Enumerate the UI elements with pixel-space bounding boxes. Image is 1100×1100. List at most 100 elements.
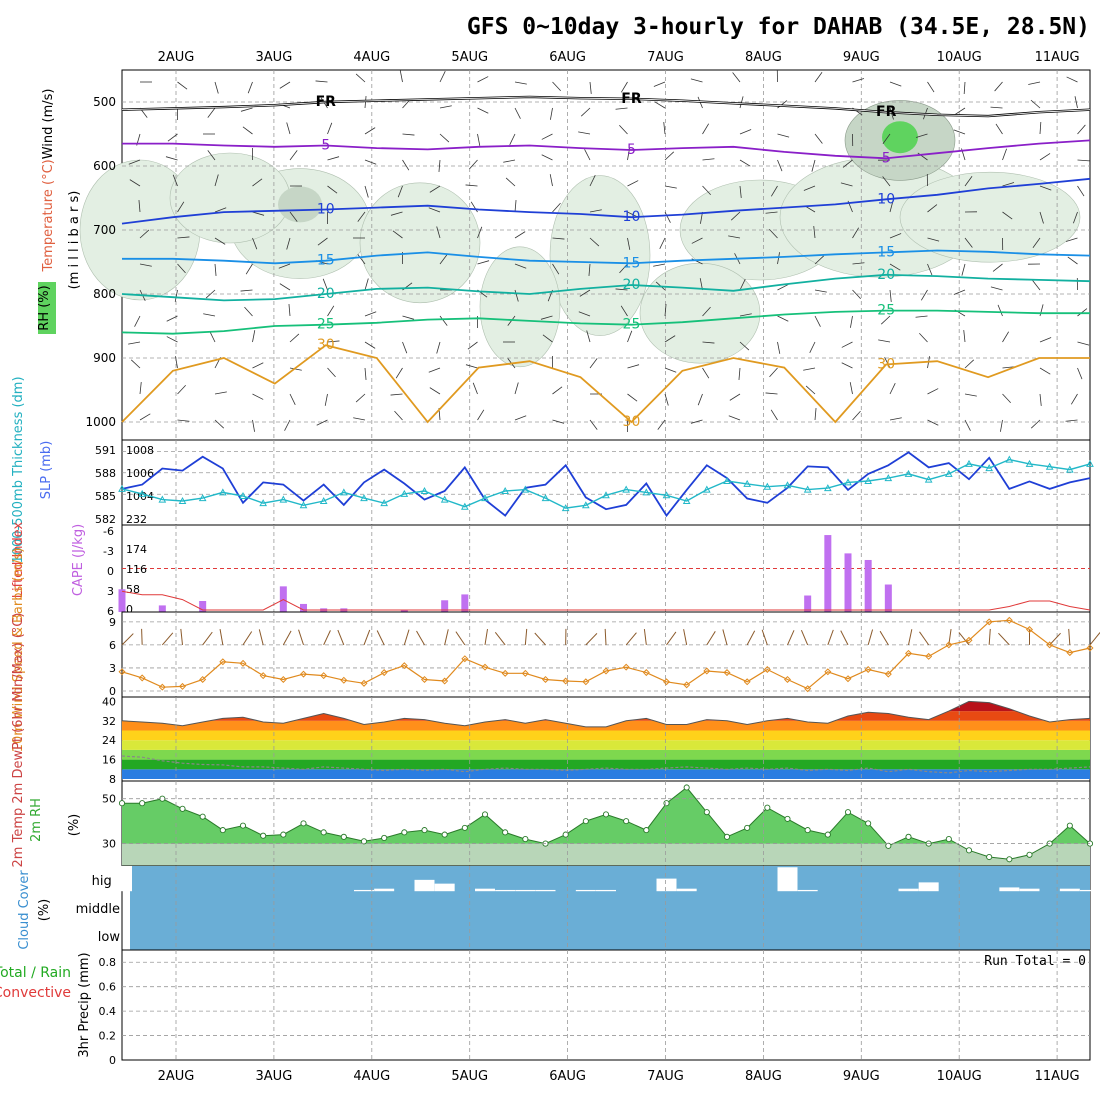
wind-barb <box>399 70 403 83</box>
wind10-marker <box>783 675 792 683</box>
date-label-bottom: 5AUG <box>451 1069 488 1084</box>
wind-barb <box>1002 331 1010 343</box>
wind-barb <box>477 260 490 265</box>
slp-tick-label: 1006 <box>126 467 154 480</box>
thickness-axis-title: 1000-500mb Thickness (dm) <box>11 376 26 563</box>
wind10-marker <box>178 682 187 690</box>
wind-barb <box>963 330 966 343</box>
wind-barb <box>177 81 188 90</box>
wind10-barb <box>180 628 183 645</box>
wind10-barb <box>958 632 970 646</box>
cape-axis-title: CAPE (J/kg) <box>71 524 86 596</box>
wind-barb <box>578 131 591 135</box>
temperature-contour <box>121 273 1091 302</box>
date-label-top: 4AUG <box>353 50 390 65</box>
thickness-marker <box>561 504 570 512</box>
wind-barb <box>541 133 553 140</box>
wind-barb <box>884 357 891 369</box>
wind-barb <box>214 81 219 94</box>
wind-barb <box>664 151 675 161</box>
thickness-marker <box>924 475 933 483</box>
cloud-clear-bar <box>414 879 435 892</box>
wind-barb <box>514 382 519 395</box>
wind-barb <box>1073 211 1078 224</box>
cape-bar <box>884 584 892 612</box>
wind10-barb <box>761 629 768 646</box>
thickness-marker <box>702 485 711 493</box>
wind-barb <box>619 124 628 135</box>
wind-barb <box>289 367 302 371</box>
wind10-marker <box>501 669 509 677</box>
wind-barb <box>852 78 865 83</box>
wind10-marker <box>622 663 630 671</box>
wind-barb <box>739 159 751 167</box>
wind-barb <box>552 263 560 275</box>
wind-barb <box>1002 211 1013 220</box>
wind-barb <box>1067 256 1078 265</box>
wind-barb <box>927 81 935 93</box>
wind-barb <box>252 362 264 369</box>
wind10-marker <box>481 663 489 671</box>
wind-barb <box>364 367 367 380</box>
wind-barb <box>355 393 366 403</box>
thickness-marker <box>259 499 268 507</box>
wind-barb <box>439 254 448 265</box>
wind10-barb <box>161 632 174 646</box>
rh2m-marker <box>643 827 650 834</box>
wind-barb <box>540 315 553 320</box>
rh-shading <box>639 262 761 364</box>
wind-barb <box>472 382 478 395</box>
cloud-clear-bar <box>1080 889 1100 892</box>
wind-barb <box>915 133 928 138</box>
thickness-marker <box>198 494 207 502</box>
wind10-marker <box>279 675 287 683</box>
cloud-unit: (%) <box>37 899 52 922</box>
wind-barb <box>728 415 741 421</box>
wind-barb <box>394 410 403 421</box>
wind-barb <box>882 176 891 187</box>
wind-barb <box>852 262 865 265</box>
wind-tick-label: 9 <box>109 616 116 629</box>
rh2m-marker <box>965 847 973 854</box>
wind10-barb <box>1089 632 1100 646</box>
thickness-marker <box>440 495 449 503</box>
wind-barb <box>252 178 263 187</box>
rh2m-marker <box>139 800 146 807</box>
rh2m-marker <box>703 809 710 816</box>
wind-barb <box>849 382 853 395</box>
cape-bar <box>158 605 166 612</box>
thickness-marker <box>1005 455 1014 463</box>
wind-barb <box>589 81 592 94</box>
rh2m-unit-part: (%) <box>67 814 82 837</box>
cloud-level-label: middle <box>76 902 120 917</box>
wind-barb <box>402 133 415 136</box>
thickness-marker <box>1065 465 1074 473</box>
wind10-marker <box>1025 626 1034 634</box>
date-label-bottom: 10AUG <box>937 1069 982 1084</box>
wind-barb <box>514 289 519 302</box>
rh2m-marker <box>340 833 347 840</box>
cape-bar <box>300 603 307 612</box>
thickness-marker <box>1086 459 1094 467</box>
thickness-marker <box>380 499 389 507</box>
wind10-marker <box>925 652 933 660</box>
cape-bar <box>844 553 852 612</box>
wind-barb <box>477 76 489 83</box>
wind-barb <box>995 123 1003 135</box>
wind-barb <box>514 107 521 119</box>
wind-barb <box>997 304 1003 317</box>
wind-barb <box>214 207 227 213</box>
wind-barb <box>1002 148 1007 161</box>
wind-barb <box>803 185 816 191</box>
rh2m-marker <box>199 813 206 820</box>
wind-barb <box>252 330 256 343</box>
wind-barb <box>177 263 186 274</box>
temp-axis-title: 2m Temp 2m DewPt (6hr Min/Max) (°C) <box>11 613 26 868</box>
wind-barb <box>994 81 1003 92</box>
thickness-marker <box>965 459 973 467</box>
wind-barb <box>428 207 441 213</box>
wind-barb <box>920 289 928 301</box>
wind-barb <box>439 71 446 83</box>
wind10-barb <box>323 630 331 646</box>
temperature-contour <box>122 249 1091 265</box>
